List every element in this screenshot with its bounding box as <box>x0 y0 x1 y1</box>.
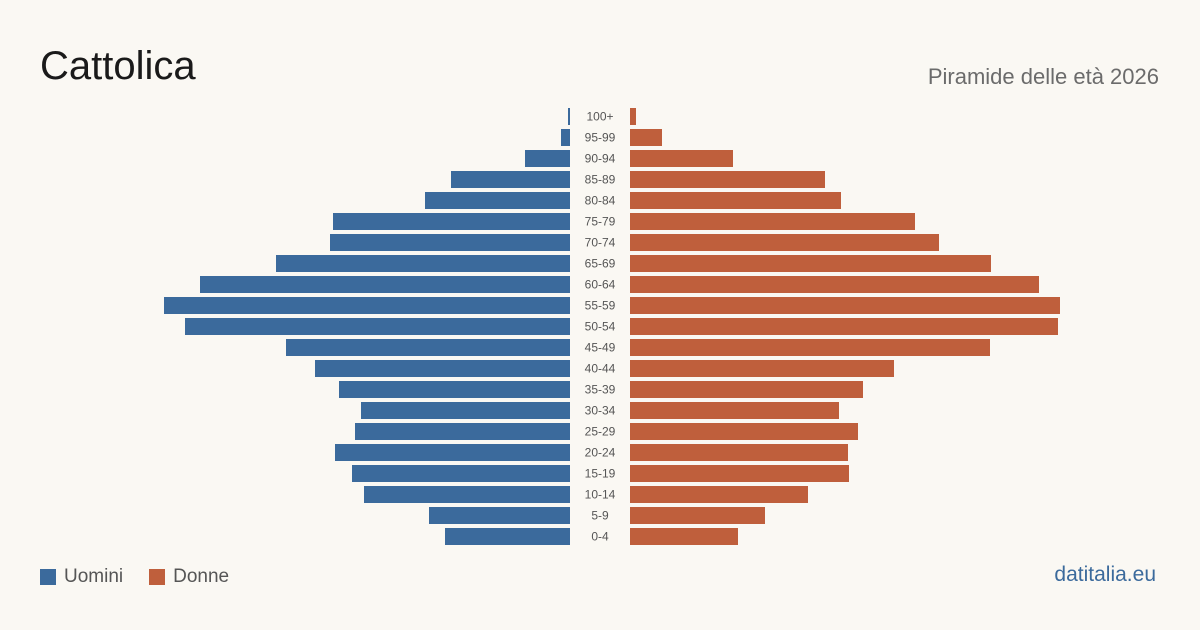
age-label-5-9: 5-9 <box>591 509 609 523</box>
bar-women-75-79 <box>630 213 915 230</box>
bar-women-45-49 <box>630 339 990 356</box>
age-label-30-34: 30-34 <box>585 404 616 418</box>
bar-men-55-59 <box>164 297 570 314</box>
bar-women-95-99 <box>630 129 662 146</box>
bar-women-65-69 <box>630 255 991 272</box>
bar-women-55-59 <box>630 297 1060 314</box>
age-label-70-74: 70-74 <box>585 236 616 250</box>
bar-men-10-14 <box>364 486 570 503</box>
age-label-60-64: 60-64 <box>585 278 616 292</box>
age-label-20-24: 20-24 <box>585 446 616 460</box>
bar-men-25-29 <box>355 423 570 440</box>
age-label-25-29: 25-29 <box>585 425 616 439</box>
bar-men-45-49 <box>286 339 570 356</box>
legend: Uomini Donne <box>40 566 255 588</box>
age-label-45-49: 45-49 <box>585 341 616 355</box>
age-label-40-44: 40-44 <box>585 362 616 376</box>
age-label-0-4: 0-4 <box>591 530 609 544</box>
age-label-50-54: 50-54 <box>585 320 616 334</box>
bar-women-100+ <box>630 108 636 125</box>
bar-men-30-34 <box>361 402 570 419</box>
bar-men-100+ <box>568 108 570 125</box>
age-label-85-89: 85-89 <box>585 173 616 187</box>
bar-women-40-44 <box>630 360 894 377</box>
age-label-65-69: 65-69 <box>585 257 616 271</box>
bar-women-15-19 <box>630 465 849 482</box>
bar-women-60-64 <box>630 276 1039 293</box>
bar-men-70-74 <box>330 234 570 251</box>
age-label-95-99: 95-99 <box>585 131 616 145</box>
bar-women-30-34 <box>630 402 839 419</box>
bar-men-35-39 <box>339 381 570 398</box>
bar-men-60-64 <box>200 276 570 293</box>
bar-men-65-69 <box>276 255 570 272</box>
bar-women-10-14 <box>630 486 808 503</box>
bar-women-50-54 <box>630 318 1058 335</box>
bar-women-70-74 <box>630 234 939 251</box>
bar-men-95-99 <box>561 129 570 146</box>
chart-subtitle: Piramide delle età 2026 <box>927 64 1159 89</box>
bar-men-90-94 <box>525 150 570 167</box>
bar-women-5-9 <box>630 507 765 524</box>
age-label-35-39: 35-39 <box>585 383 616 397</box>
age-label-75-79: 75-79 <box>585 215 616 229</box>
bar-women-90-94 <box>630 150 733 167</box>
age-label-15-19: 15-19 <box>585 467 616 481</box>
age-label-10-14: 10-14 <box>585 488 616 502</box>
bar-women-85-89 <box>630 171 825 188</box>
chart-title: Cattolica <box>40 44 196 88</box>
age-label-55-59: 55-59 <box>585 299 616 313</box>
legend-item-men: Uomini <box>40 566 123 588</box>
bar-men-15-19 <box>352 465 570 482</box>
bar-women-80-84 <box>630 192 841 209</box>
bar-men-50-54 <box>185 318 570 335</box>
bar-men-80-84 <box>425 192 570 209</box>
bar-men-20-24 <box>335 444 570 461</box>
legend-swatch-men <box>40 569 56 585</box>
age-label-90-94: 90-94 <box>585 152 616 166</box>
bar-men-85-89 <box>451 171 570 188</box>
legend-swatch-women <box>149 569 166 585</box>
bar-men-0-4 <box>445 528 570 545</box>
legend-label-men: Uomini <box>64 566 124 587</box>
bar-men-40-44 <box>315 360 570 377</box>
bar-women-35-39 <box>630 381 863 398</box>
legend-label-women: Donne <box>173 566 230 587</box>
bar-men-75-79 <box>333 213 570 230</box>
age-label-100+: 100+ <box>586 110 613 124</box>
age-label-80-84: 80-84 <box>585 194 616 208</box>
bar-women-20-24 <box>630 444 848 461</box>
bar-men-5-9 <box>429 507 570 524</box>
brand-link[interactable]: datitalia.eu <box>1054 563 1156 586</box>
legend-item-women: Donne <box>149 566 229 588</box>
bar-women-25-29 <box>630 423 858 440</box>
bar-women-0-4 <box>630 528 738 545</box>
